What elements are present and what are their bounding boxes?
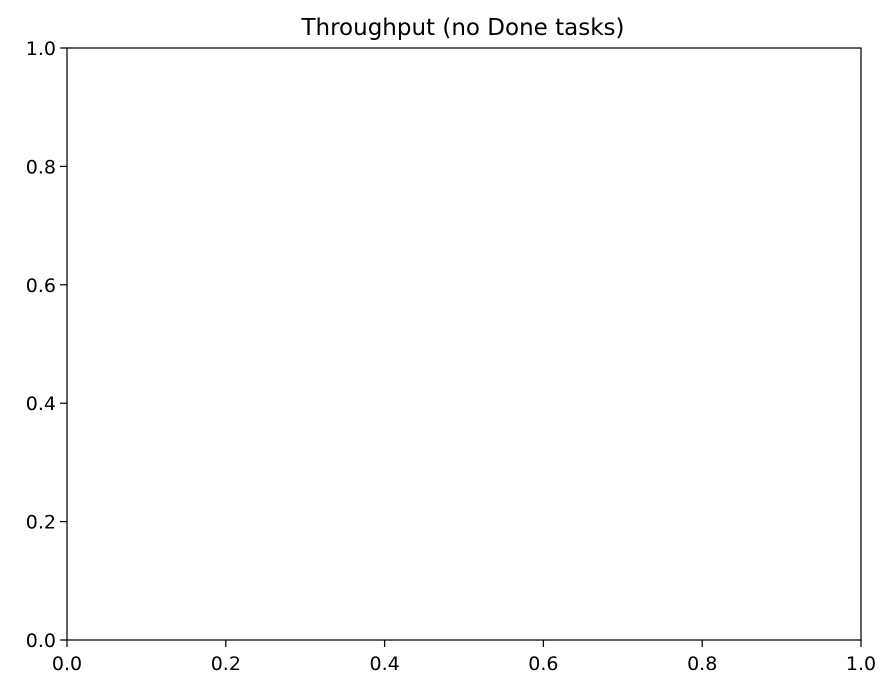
x-tick-label: 0.2 xyxy=(211,653,241,675)
y-tick-label: 0.2 xyxy=(26,512,56,534)
x-tick-label: 0.4 xyxy=(369,653,399,675)
x-tick-label: 0.6 xyxy=(528,653,558,675)
y-axis: 0.0 0.2 0.4 0.6 0.8 1.0 xyxy=(26,38,67,652)
y-tick-label: 1.0 xyxy=(26,38,56,60)
plot-frame xyxy=(66,47,862,641)
y-tick-label: 0.0 xyxy=(26,630,56,652)
x-tick-label: 0.8 xyxy=(687,653,717,675)
y-tick-label: 0.8 xyxy=(26,156,56,178)
y-tick-label: 0.4 xyxy=(26,393,56,415)
y-tick-label: 0.6 xyxy=(26,275,56,297)
x-tick-label: 1.0 xyxy=(846,653,876,675)
x-axis: 0.0 0.2 0.4 0.6 0.8 1.0 xyxy=(52,640,876,675)
plot-area xyxy=(66,47,862,641)
chart-title: Throughput (no Done tasks) xyxy=(300,15,624,41)
x-tick-label: 0.0 xyxy=(52,653,82,675)
